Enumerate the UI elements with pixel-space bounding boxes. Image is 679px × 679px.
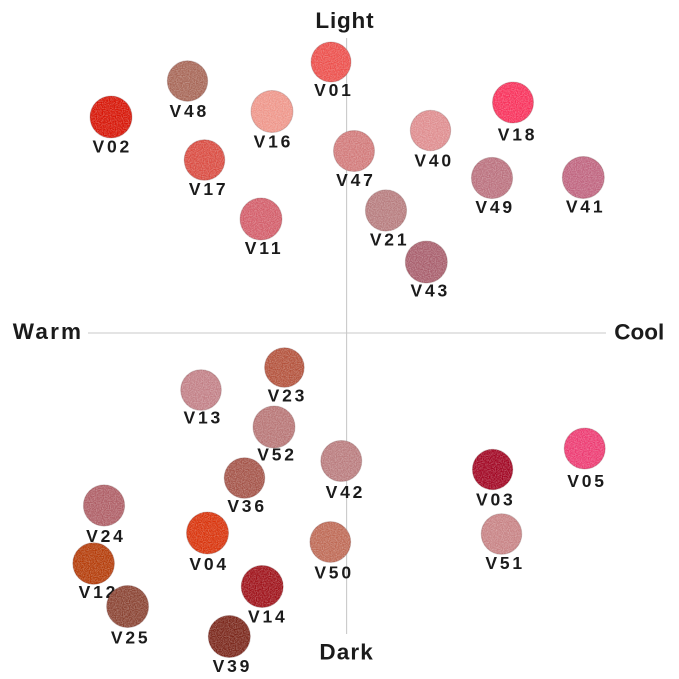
svg-text:V16: V16 xyxy=(254,131,294,151)
svg-text:V04: V04 xyxy=(189,554,229,574)
svg-text:V21: V21 xyxy=(370,230,410,250)
svg-text:V13: V13 xyxy=(184,408,224,428)
svg-text:Cool: Cool xyxy=(614,319,664,344)
svg-text:V52: V52 xyxy=(257,445,297,465)
svg-text:V51: V51 xyxy=(485,553,525,573)
svg-text:Light: Light xyxy=(315,8,374,33)
svg-text:V41: V41 xyxy=(566,196,606,216)
svg-text:V01: V01 xyxy=(314,80,354,100)
svg-text:V47: V47 xyxy=(336,170,376,190)
svg-text:V48: V48 xyxy=(170,101,210,121)
svg-text:V40: V40 xyxy=(414,150,454,170)
svg-text:V05: V05 xyxy=(567,471,607,491)
svg-text:V02: V02 xyxy=(93,137,133,157)
svg-text:V36: V36 xyxy=(227,496,267,516)
svg-text:V43: V43 xyxy=(411,280,451,300)
svg-text:V12: V12 xyxy=(79,582,119,602)
svg-text:Dark: Dark xyxy=(319,639,373,664)
svg-text:V23: V23 xyxy=(268,386,308,406)
svg-text:V14: V14 xyxy=(248,607,288,627)
svg-text:V03: V03 xyxy=(476,490,516,510)
svg-text:V39: V39 xyxy=(213,656,253,676)
svg-text:V11: V11 xyxy=(245,238,284,258)
svg-text:V24: V24 xyxy=(86,526,126,546)
svg-text:V42: V42 xyxy=(326,482,366,502)
svg-text:V17: V17 xyxy=(189,179,229,199)
svg-text:V18: V18 xyxy=(498,124,538,144)
svg-text:V50: V50 xyxy=(314,562,354,582)
svg-text:V25: V25 xyxy=(111,627,151,647)
svg-text:Warm: Warm xyxy=(13,319,83,344)
svg-text:V49: V49 xyxy=(475,197,515,217)
